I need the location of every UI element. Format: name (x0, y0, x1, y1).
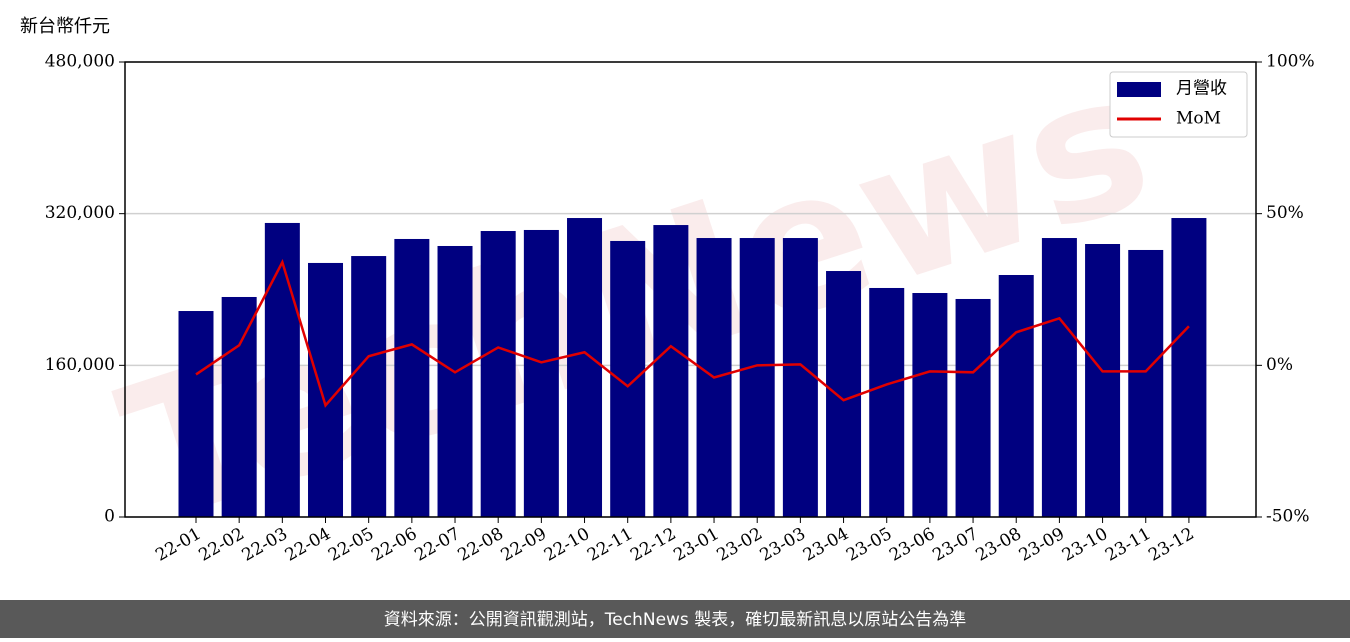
bar (1128, 249, 1164, 518)
y-tick-label: 480,000 (45, 52, 115, 72)
x-tick-label: 23-07 (929, 524, 981, 566)
x-tick-label: 23-03 (757, 524, 809, 566)
x-tick-label: 23-09 (1016, 524, 1068, 566)
line (195, 258, 1190, 408)
bar (1041, 238, 1077, 517)
bar (1085, 244, 1121, 517)
bar (308, 262, 344, 517)
x-tick-label: 23-08 (973, 524, 1025, 566)
bar (523, 229, 559, 518)
bar (610, 240, 646, 517)
y-tick-label: 0 (104, 507, 115, 527)
bar (178, 311, 214, 517)
x-tick-label: 22-10 (541, 524, 593, 566)
bar (826, 271, 862, 517)
bar (394, 238, 430, 517)
bar (998, 274, 1034, 517)
bar (567, 218, 603, 517)
x-tick-label: 22-07 (411, 524, 463, 566)
bar (221, 296, 257, 517)
unit-label: 新台幣仟元 (20, 16, 110, 37)
x-tick-label: 22-09 (498, 524, 550, 566)
y-tick-label: 320,000 (45, 203, 115, 223)
x-tick-label: 23-04 (800, 524, 852, 566)
x-tick-label: 23-12 (1145, 524, 1197, 566)
x-tick-label: 23-11 (1102, 524, 1154, 566)
plot-frame (124, 61, 1257, 518)
footer: 資料來源：公開資訊觀測站，TechNews 製表，確切最新訊息以原站公告為準 (384, 610, 966, 630)
y-tick-label: 160,000 (45, 355, 115, 375)
bar (653, 225, 689, 517)
footer-bar (0, 600, 1350, 638)
x-tick-label: 22-06 (368, 524, 420, 566)
bar (1171, 218, 1207, 517)
bar (955, 298, 991, 517)
bar (869, 287, 905, 517)
legend-label: MoM (1176, 109, 1221, 129)
x-tick-label: 22-04 (282, 524, 334, 566)
bar (351, 256, 387, 517)
x-tick-label: 22-12 (627, 524, 679, 566)
y2-tick-label: 0% (1266, 355, 1293, 375)
y2-tick-label: 100% (1266, 52, 1315, 72)
x-tick-label: 23-05 (843, 524, 895, 566)
bar (264, 222, 300, 518)
x-tick-label: 23-01 (670, 524, 722, 566)
x-tick-label: 23-10 (1059, 524, 1111, 566)
legend-label: 月營收 (1176, 79, 1227, 99)
x-tick-label: 23-02 (714, 524, 766, 566)
bar (782, 238, 818, 517)
x-tick-label: 23-06 (886, 524, 938, 566)
y2-tick-label: -50% (1266, 507, 1310, 527)
bar (912, 293, 948, 517)
legend-swatch (1117, 82, 1161, 97)
bar (739, 238, 775, 517)
x-tick-label: 22-11 (584, 524, 636, 566)
y2-tick-label: 50% (1266, 203, 1304, 223)
bar (480, 231, 516, 517)
x-tick-label: 22-05 (325, 524, 377, 566)
x-tick-label: 22-08 (454, 524, 506, 566)
bar (437, 245, 473, 517)
